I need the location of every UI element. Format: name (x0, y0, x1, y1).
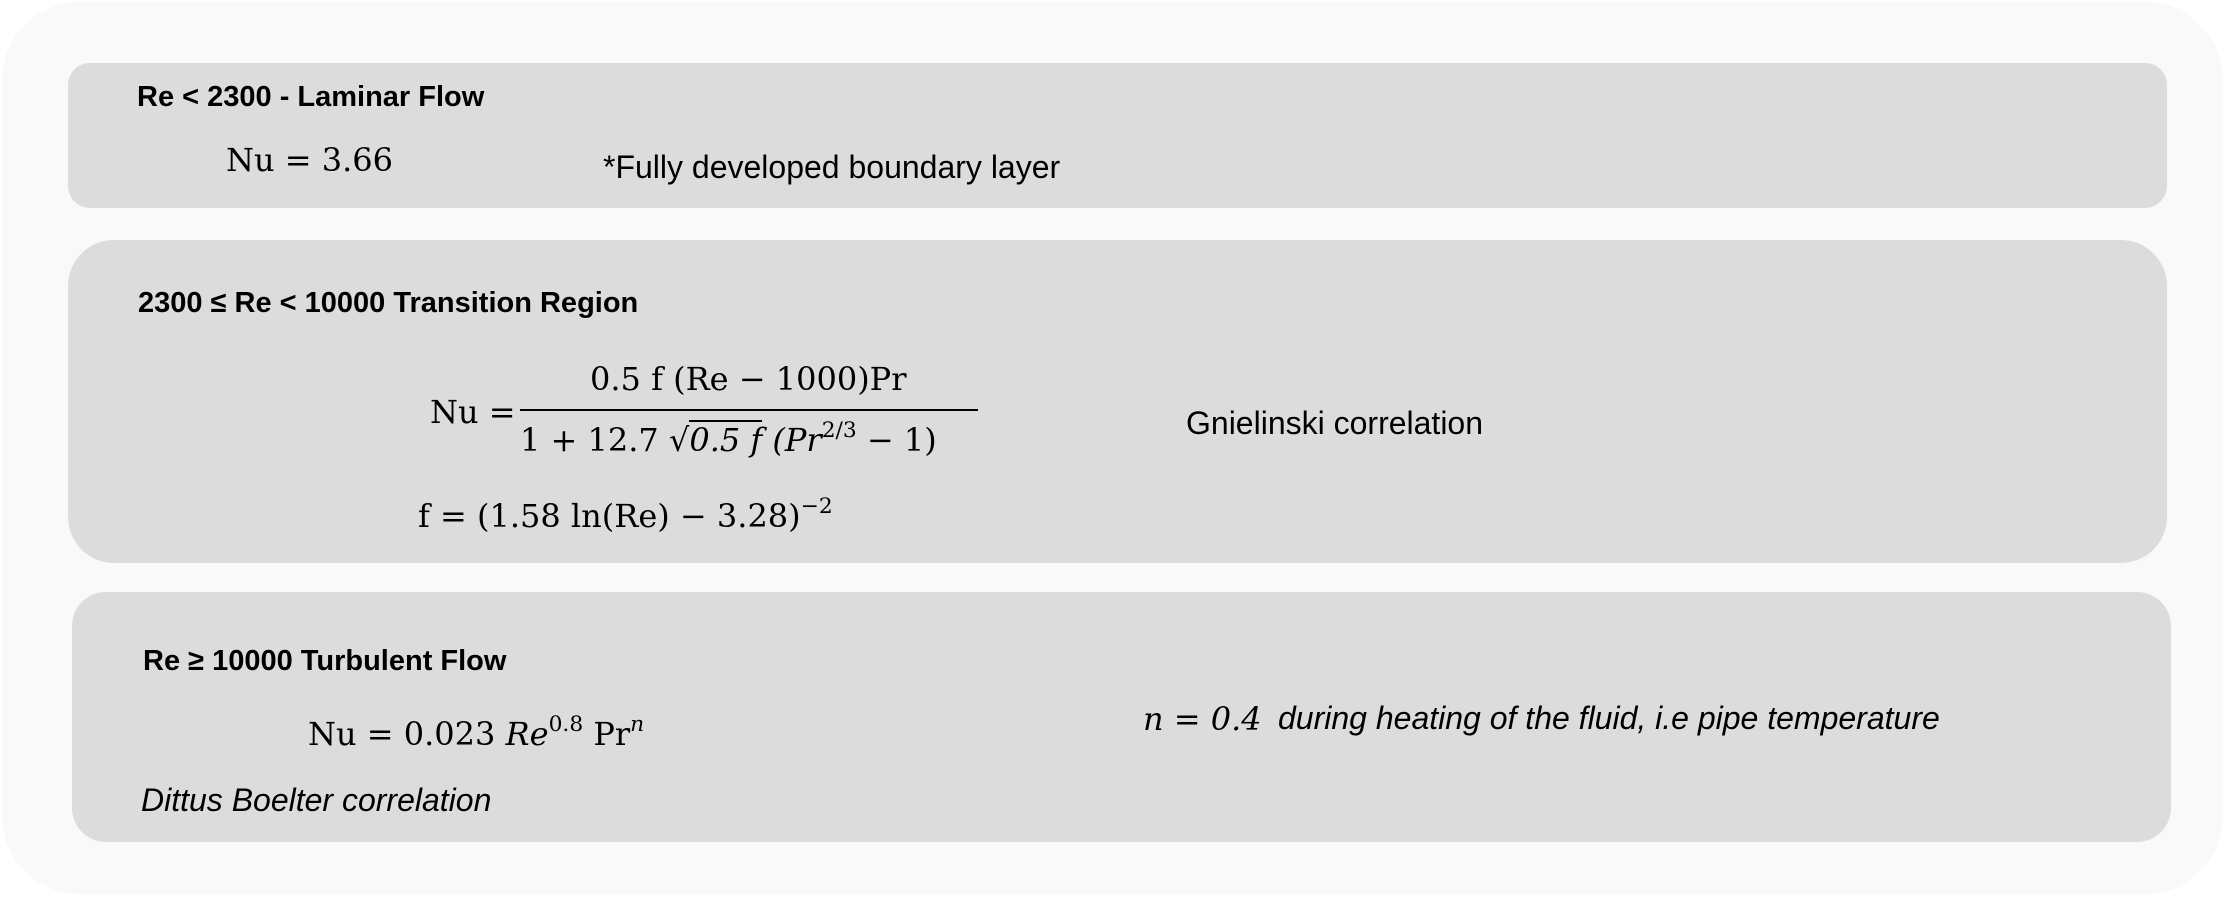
n-equation: n = 0.4 (1143, 700, 1262, 738)
transition-region-panel (68, 240, 2167, 563)
gnielinski-label: Gnielinski correlation (1186, 405, 1484, 441)
gnielinski-denominator: 1 + 12.7 √0.5 f (Pr2/3 − 1) (520, 420, 937, 459)
laminar-flow-panel (68, 63, 2167, 208)
gnielinski-fraction: 0.5 f (Re − 1000)Pr 1 + 12.7 √0.5 f (Pr2… (520, 360, 980, 470)
laminar-note: *Fully developed boundary layer (603, 149, 1061, 185)
laminar-equation: Nu = 3.66 (226, 141, 394, 179)
den-paren-open: (Pr (762, 421, 822, 459)
gnielinski-numerator: 0.5 f (Re − 1000)Pr (590, 360, 907, 398)
n-note: during heating of the fluid, i.e pipe te… (1278, 700, 1940, 736)
dittus-boelter-equation: Nu = 0.023 Re0.8 Prn (308, 712, 645, 753)
transition-heading: 2300 ≤ Re < 10000 Transition Region (138, 287, 639, 319)
gnielinski-nu-lhs: Nu = (430, 393, 516, 431)
turbulent-heading: Re ≥ 10000 Turbulent Flow (143, 645, 507, 677)
den-prefix: 1 + 12.7 (520, 421, 669, 459)
sqrt-icon: √ (668, 421, 690, 459)
sqrt-body: 0.5 f (689, 420, 763, 459)
turbulent-flow-panel (72, 592, 2171, 842)
den-exponent: 2/3 (821, 418, 857, 444)
den-paren-close: − 1) (856, 421, 937, 459)
fraction-bar (520, 409, 978, 411)
laminar-heading: Re < 2300 - Laminar Flow (137, 81, 485, 113)
friction-factor-equation: f = (1.58 ln(Re) − 3.28)−2 (418, 494, 833, 535)
dittus-boelter-caption: Dittus Boelter correlation (141, 782, 492, 818)
